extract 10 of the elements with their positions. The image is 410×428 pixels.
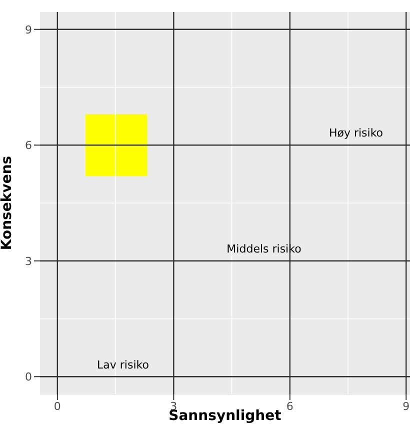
- annotation: Høy risiko: [328, 126, 384, 140]
- y-tick-label: 3: [25, 254, 32, 268]
- x-tick-label: 9: [402, 400, 410, 413]
- annotation: Lav risiko: [97, 358, 149, 372]
- x-tick-label: 6: [286, 400, 294, 413]
- y-tick-label: 0: [25, 370, 32, 384]
- y-tick-label: 9: [25, 23, 32, 36]
- x-tick-label: 0: [54, 400, 61, 413]
- y-tick-label: 6: [25, 139, 32, 152]
- y-axis-title: Konsekvens: [0, 156, 15, 250]
